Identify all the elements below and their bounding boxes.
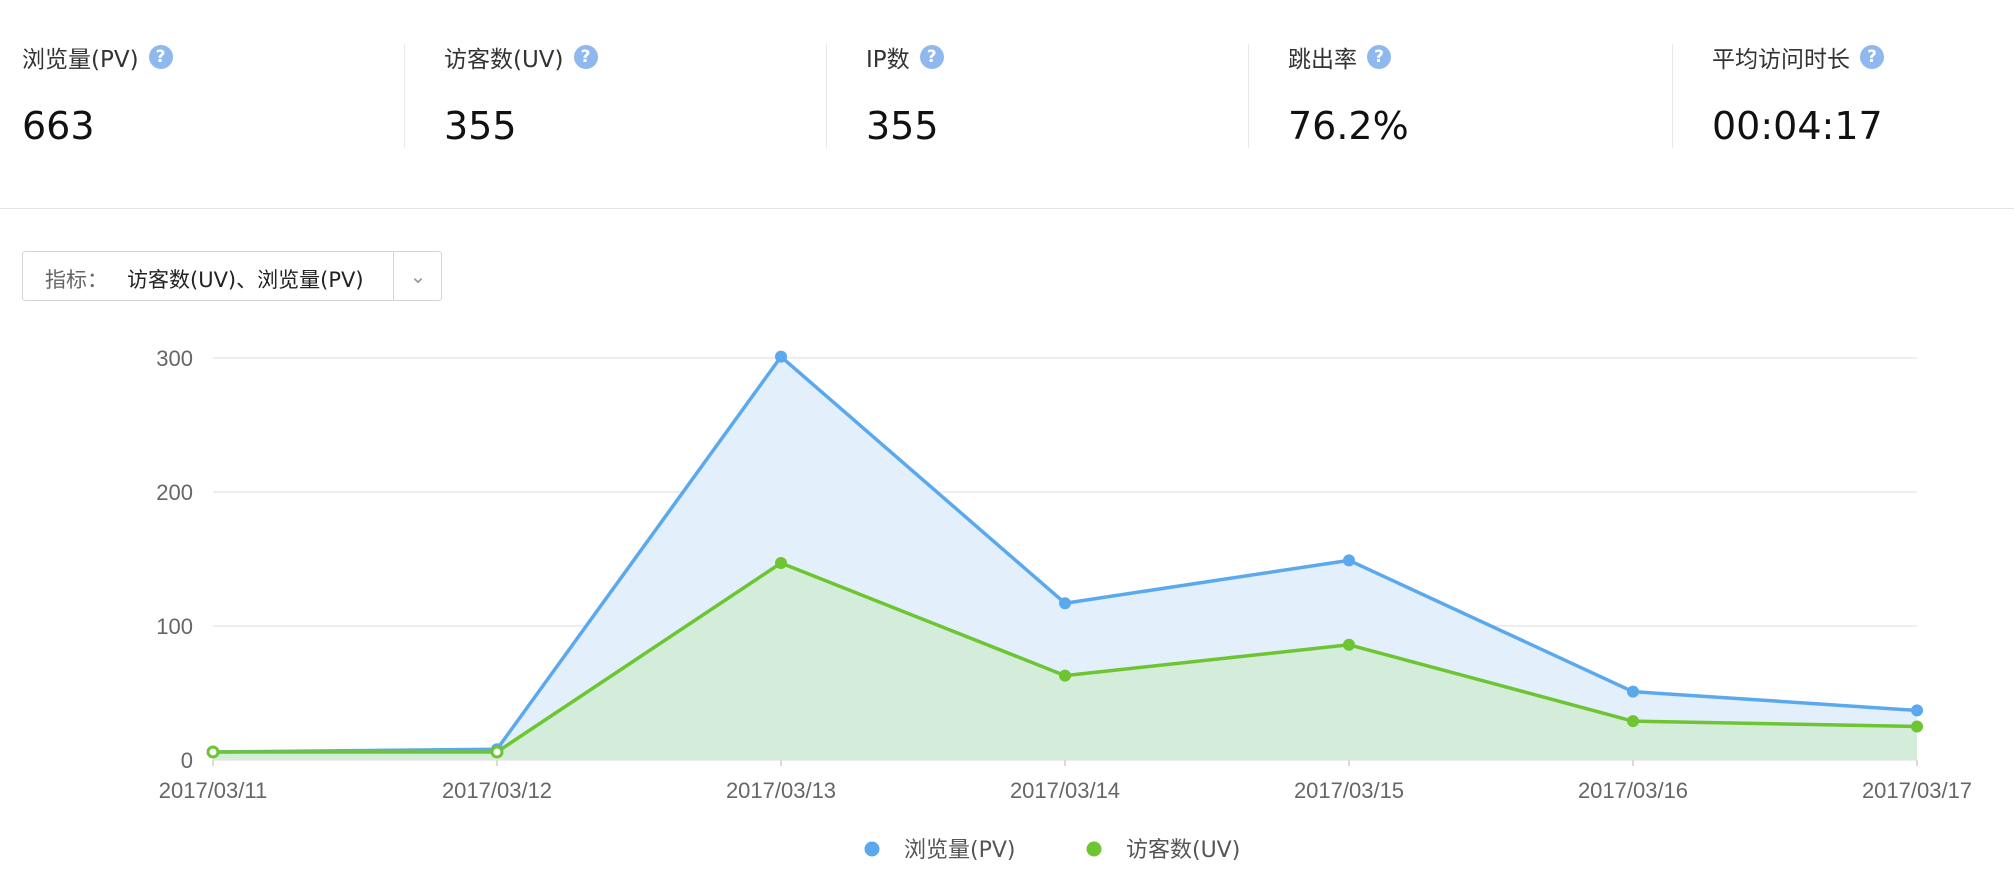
metric-value: 663 xyxy=(22,104,95,148)
data-point-pv xyxy=(1911,704,1923,717)
data-point-pv xyxy=(1059,597,1071,610)
metric-divider xyxy=(826,44,827,148)
metric-value: 355 xyxy=(444,104,517,148)
metric-value: 76.2% xyxy=(1288,104,1409,148)
data-point-pv xyxy=(1627,685,1639,698)
legend-marker-uv xyxy=(1086,841,1102,857)
metrics-summary: 浏览量(PV) ? 663 访客数(UV) ? 355 IP数 ? 355 跳出… xyxy=(0,0,2014,209)
chevron-down-icon[interactable]: ⌄ xyxy=(409,264,427,288)
legend-label-pv: 浏览量(PV) xyxy=(904,838,1015,863)
legend-marker-pv xyxy=(864,841,880,857)
metric-selector-value[interactable]: 访客数(UV)、浏览量(PV) xyxy=(127,268,364,292)
data-point-uv xyxy=(206,745,220,759)
x-tick-label: 2017/03/11 xyxy=(159,778,267,803)
metric-label-text: IP数 xyxy=(866,47,910,73)
metric-divider xyxy=(1248,44,1249,148)
y-tick-label: 0 xyxy=(181,748,193,773)
help-icon[interactable]: ? xyxy=(573,45,598,69)
trend-chart: 0 100 200 300 2017/03/11 2017/03/12 2017/03/13… xyxy=(156,346,1972,863)
series-area-uv xyxy=(213,563,1917,760)
help-icon[interactable]: ? xyxy=(1367,45,1391,69)
metric-label: 访客数(UV) ? xyxy=(444,40,598,74)
metric-label-text: 跳出率 xyxy=(1288,47,1357,73)
data-point-uv xyxy=(775,557,787,570)
metric-uv: 访客数(UV) ? 355 xyxy=(404,0,844,208)
metric-label: 浏览量(PV) ? xyxy=(22,40,173,74)
metric-label-text: 平均访问时长 xyxy=(1712,47,1850,73)
metric-selector[interactable]: 指标： 访客数(UV)、浏览量(PV) ⌄ xyxy=(22,251,442,301)
metric-ip: IP数 ? 355 xyxy=(826,0,1266,208)
selector-divider xyxy=(393,252,394,300)
metric-selector-label: 指标： xyxy=(45,268,108,292)
help-icon[interactable]: ? xyxy=(1860,45,1884,69)
x-tick-label: 2017/03/14 xyxy=(1010,778,1120,803)
metric-avg-duration: 平均访问时长 ? 00:04:17 xyxy=(1672,0,2014,208)
metric-divider xyxy=(1672,44,1673,148)
y-tick-label: 100 xyxy=(156,614,193,639)
help-icon[interactable]: ? xyxy=(919,45,944,69)
metric-divider xyxy=(404,44,405,148)
metric-label: IP数 ? xyxy=(866,40,944,74)
metric-value: 355 xyxy=(866,104,939,148)
metric-value: 00:04:17 xyxy=(1712,104,1883,148)
data-point-pv xyxy=(1343,554,1355,567)
data-point-uv xyxy=(1911,720,1923,733)
metric-label-text: 浏览量(PV) xyxy=(22,47,139,73)
data-point-uv xyxy=(1059,669,1071,682)
x-tick-label: 2017/03/17 xyxy=(1862,778,1972,803)
metric-label-text: 访客数(UV) xyxy=(444,47,564,73)
data-point-pv xyxy=(775,350,787,363)
y-tick-label: 200 xyxy=(156,480,193,505)
x-tick-label: 2017/03/16 xyxy=(1578,778,1688,803)
metric-pv: 浏览量(PV) ? 663 xyxy=(0,0,422,208)
x-tick-label: 2017/03/13 xyxy=(726,778,836,803)
x-tick-label: 2017/03/12 xyxy=(442,778,552,803)
data-point-uv xyxy=(490,745,504,759)
y-tick-label: 300 xyxy=(156,346,193,371)
data-point-uv xyxy=(1627,715,1639,728)
data-point-uv xyxy=(1343,638,1355,651)
legend-label-uv: 访客数(UV) xyxy=(1126,838,1240,863)
help-icon[interactable]: ? xyxy=(148,45,173,69)
x-tick-label: 2017/03/15 xyxy=(1294,778,1404,803)
metric-label: 跳出率 ? xyxy=(1288,40,1391,74)
metric-bounce-rate: 跳出率 ? 76.2% xyxy=(1248,0,1688,208)
metric-label: 平均访问时长 ? xyxy=(1712,40,1884,74)
